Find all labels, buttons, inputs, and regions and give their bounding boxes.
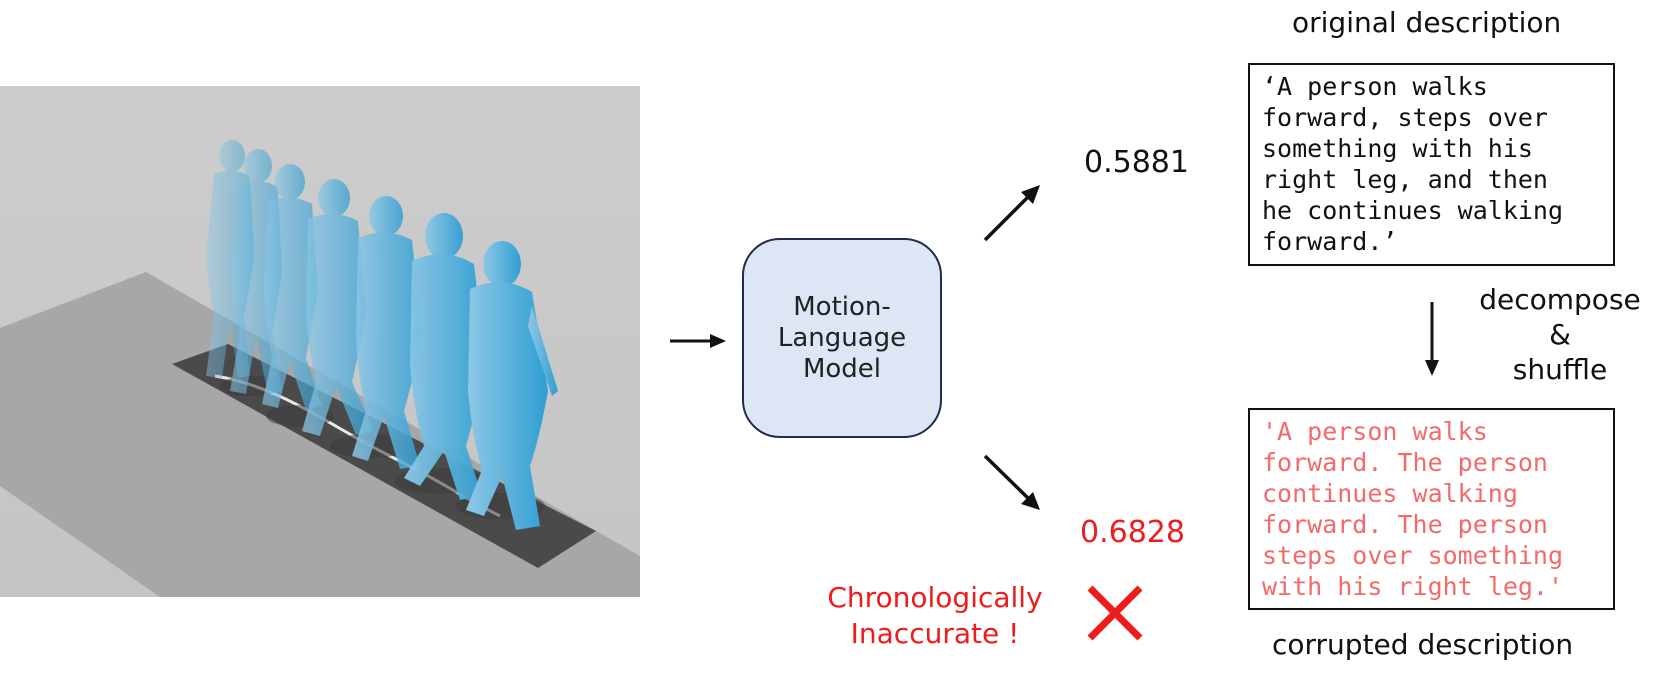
model-label: Motion- Language Model — [777, 291, 907, 384]
motion-render-image — [0, 86, 640, 597]
decompose-arrow — [1425, 302, 1439, 376]
input-arrow — [670, 334, 726, 348]
original-score: 0.5881 — [1084, 145, 1189, 180]
down-arrow — [983, 454, 1040, 510]
motion-language-model-box: Motion- Language Model — [742, 238, 942, 438]
original-description-heading: original description — [1292, 6, 1562, 39]
cross-icon — [1087, 585, 1143, 641]
corrupted-description-box: 'A person walks forward. The person cont… — [1248, 408, 1615, 610]
up-arrow — [983, 185, 1040, 242]
chronologically-inaccurate-label: Chronologically Inaccurate ! — [827, 581, 1043, 650]
human-figure-sequence — [206, 140, 558, 530]
original-description-box: ‘A person walks forward, steps over some… — [1248, 63, 1615, 266]
corrupted-score: 0.6828 — [1080, 515, 1185, 550]
decompose-shuffle-label: decompose & shuffle — [1479, 283, 1641, 386]
corrupted-description-heading: corrupted description — [1272, 628, 1574, 661]
